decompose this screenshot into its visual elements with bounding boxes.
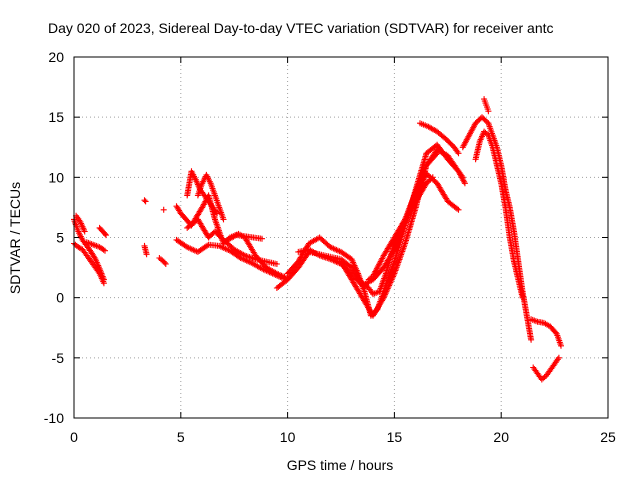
data-point [162,261,169,267]
x-axis-label: GPS time / hours [287,457,394,473]
y-tick-label: 0 [56,290,64,306]
data-point [259,235,265,242]
data-point [102,247,108,254]
series-track-21 [417,120,462,157]
y-tick-label: 10 [48,169,64,185]
series-track-8 [156,255,169,267]
data-point [81,228,88,235]
data-point [455,150,462,157]
data-point [273,261,280,267]
x-tick-label: 20 [493,429,509,445]
data-points [71,96,564,383]
data-point [528,336,535,343]
x-tick-label: 15 [387,429,403,445]
series-track-26 [530,354,562,383]
series-track-2 [71,240,107,287]
data-point [141,197,148,204]
data-point [429,174,436,181]
data-point-trail [428,175,435,182]
x-tick-label: 25 [600,429,616,445]
series-track-7 [141,242,150,258]
data-point [160,206,167,213]
data-point [485,108,492,115]
data-point [558,342,564,349]
data-point [103,232,109,239]
chart-title: Day 020 of 2023, Sidereal Day-to-day VTE… [48,20,554,36]
series-track-4 [96,224,109,239]
data-point-trail [161,259,168,266]
series-track-5 [83,239,108,254]
series-track-24 [481,96,492,115]
series-track-13 [184,168,221,217]
y-axis-label: SDTVAR / TECUs [7,182,23,294]
x-tick-label: 5 [177,429,185,445]
data-point [434,150,441,157]
data-point-trail [454,205,461,212]
data-point [519,294,526,301]
series-track-9 [160,206,167,213]
data-point [143,251,150,258]
data-point [461,180,468,187]
series-track-23 [472,128,526,301]
data-point [142,198,149,205]
data-point [555,354,562,361]
y-tick-label: -10 [44,410,64,426]
y-tick-label: 20 [48,49,64,65]
axis-ticks: 0 5 10 15 20 25 -10 -5 0 5 10 15 20 [44,49,616,445]
data-point [214,210,221,217]
data-point [459,174,466,181]
x-tick-label: 0 [70,429,78,445]
series-track-20 [365,174,436,283]
series-track-19 [338,150,441,319]
series-track-6 [141,197,149,205]
y-tick-label: 5 [56,230,64,246]
y-tick-label: 15 [48,109,64,125]
data-point [100,280,107,287]
data-point [455,206,462,213]
data-point-trail [102,230,108,237]
data-point-trail [100,246,107,253]
data-point [220,216,227,223]
plot-frame [73,56,609,419]
series-track-14 [194,171,227,223]
series-track-25 [528,316,564,349]
series-track-3 [73,212,88,235]
y-tick-label: -5 [52,350,65,366]
x-tick-label: 10 [280,429,296,445]
data-point-trail [433,151,440,158]
series-track-15 [224,232,265,243]
